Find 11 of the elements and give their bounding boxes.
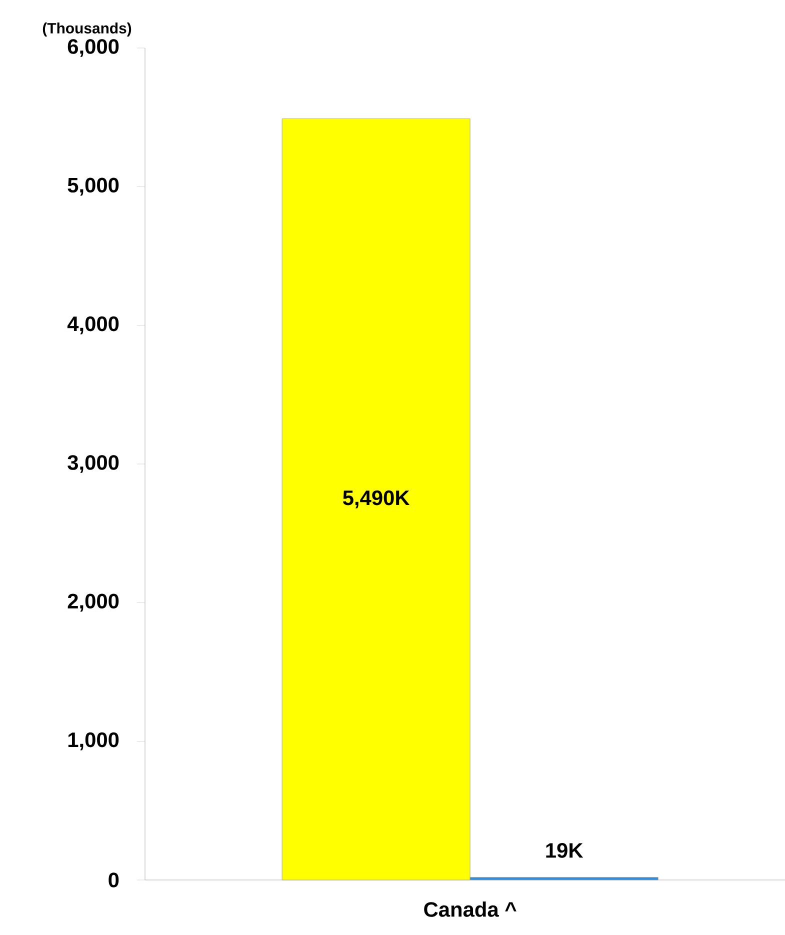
y-tick-label: 6,000 bbox=[68, 39, 119, 57]
y-tick-label: 2,000 bbox=[68, 594, 119, 612]
y-tick-label: 0 bbox=[108, 872, 119, 888]
y-tick-label: 4,000 bbox=[67, 316, 119, 334]
y-tick-label: 5,000 bbox=[68, 178, 119, 196]
y-axis-title: (Thousands) bbox=[42, 22, 132, 36]
y-tick-label: 1,000 bbox=[68, 732, 119, 750]
y-tick-label: 3,000 bbox=[68, 455, 119, 473]
data-label: 5,490K bbox=[342, 490, 410, 508]
data-label: 19K bbox=[546, 843, 584, 858]
x-tick-label: Canada ^ bbox=[424, 902, 516, 917]
